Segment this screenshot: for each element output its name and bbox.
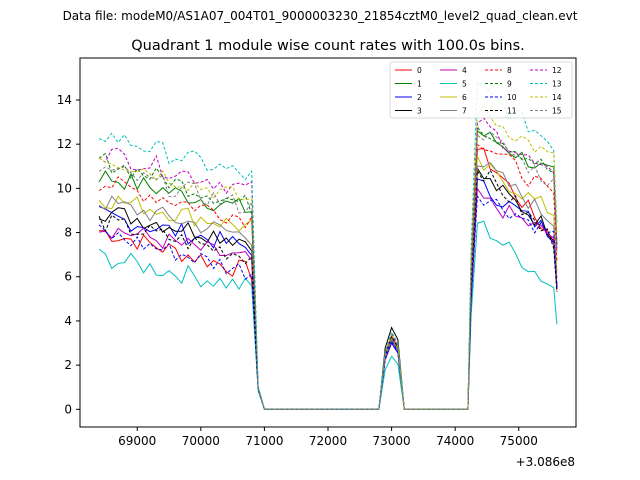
- legend-label-9: 9: [507, 80, 512, 89]
- y-tick-label: 14: [57, 93, 72, 107]
- legend-box: [389, 61, 573, 119]
- legend-label-12: 12: [552, 66, 562, 75]
- legend-label-2: 2: [417, 93, 422, 102]
- series-line-11: [98, 169, 558, 410]
- legend-label-10: 10: [507, 93, 517, 102]
- series-line-0: [99, 147, 558, 410]
- series-line-13: [98, 81, 558, 410]
- x-offset-label: +3.086e8: [516, 455, 575, 469]
- legend-label-11: 11: [507, 107, 517, 116]
- series-line-8: [98, 143, 558, 410]
- legend-label-4: 4: [462, 66, 467, 75]
- series-line-3: [98, 166, 558, 410]
- plot-lines: [98, 81, 558, 410]
- series-line-15: [98, 131, 558, 410]
- legend-label-8: 8: [507, 66, 512, 75]
- series-line-7: [98, 161, 558, 410]
- legend-label-5: 5: [462, 80, 467, 89]
- legend-label-6: 6: [462, 93, 467, 102]
- x-tick-label: 71000: [245, 434, 283, 448]
- y-tick-label: 4: [64, 314, 72, 328]
- x-tick-label: 69000: [118, 434, 156, 448]
- series-line-14: [98, 104, 558, 410]
- legend-label-7: 7: [462, 107, 467, 116]
- series-line-5: [98, 220, 558, 410]
- chart-title: Quadrant 1 module wise count rates with …: [131, 38, 525, 54]
- x-tick-label: 74000: [436, 434, 474, 448]
- x-tick-label: 72000: [309, 434, 347, 448]
- y-axis: 0 2 4 6 8 10 12 14: [57, 93, 80, 416]
- series-line-4: [99, 187, 558, 410]
- legend-label-0: 0: [417, 66, 422, 75]
- y-tick-label: 6: [64, 270, 72, 284]
- legend-label-1: 1: [417, 80, 422, 89]
- y-tick-label: 8: [64, 226, 72, 240]
- x-axis: 69000 70000 71000 72000 73000 74000 75000: [118, 427, 538, 448]
- legend-label-15: 15: [552, 107, 562, 116]
- series-line-9: [98, 125, 558, 410]
- legend-label-3: 3: [417, 107, 422, 116]
- x-tick-label: 70000: [182, 434, 220, 448]
- suptitle: Data file: modeM0/AS1A07_004T01_90000032…: [63, 9, 578, 23]
- y-tick-label: 12: [57, 137, 72, 151]
- y-tick-label: 10: [57, 181, 72, 195]
- y-tick-label: 2: [64, 358, 72, 372]
- y-tick-label: 0: [64, 402, 72, 416]
- x-tick-label: 73000: [372, 434, 410, 448]
- legend-label-13: 13: [552, 80, 562, 89]
- x-tick-label: 75000: [500, 434, 538, 448]
- legend-label-14: 14: [552, 93, 562, 102]
